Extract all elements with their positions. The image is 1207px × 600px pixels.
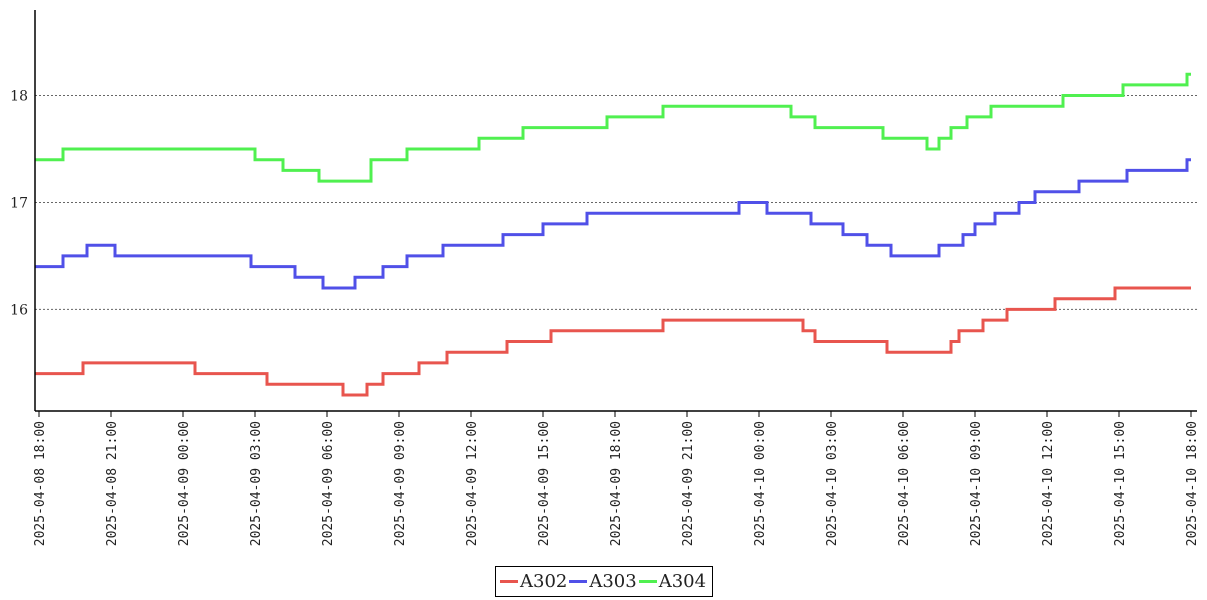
- series-line-a304: [35, 72, 1191, 183]
- x-tick-label-16: 2025-04-10 18:00: [1185, 421, 1200, 546]
- grid-lines: [35, 95, 1197, 310]
- legend-swatch: [638, 580, 657, 583]
- x-tick-label-0: 2025-04-08 18:00: [33, 421, 48, 546]
- x-tick-label-12: 2025-04-10 06:00: [897, 421, 912, 546]
- legend-label: A303: [589, 571, 637, 592]
- x-tick-label-7: 2025-04-09 15:00: [537, 421, 552, 546]
- axes: [34, 10, 1197, 412]
- legend-swatch: [569, 580, 588, 583]
- series-line-a302: [35, 286, 1191, 397]
- x-tick-label-8: 2025-04-09 18:00: [609, 421, 624, 546]
- y-tick-label-0: 16: [10, 302, 28, 318]
- legend-swatch: [500, 580, 518, 583]
- legend-label: A302: [520, 571, 568, 592]
- y-tick-label-2: 18: [10, 89, 28, 105]
- x-tick-label-10: 2025-04-10 00:00: [753, 421, 768, 546]
- x-tick-label-9: 2025-04-09 21:00: [681, 421, 696, 546]
- y-tick-label-1: 17: [10, 195, 28, 211]
- legend-item-a304: A304: [638, 571, 708, 592]
- series-line-a303: [35, 158, 1191, 290]
- x-axis-ticks: 2025-04-08 18:00 2025-04-08 21:00 2025-04-…: [33, 411, 1200, 546]
- x-tick-label-6: 2025-04-09 12:00: [465, 421, 480, 546]
- series-lines: [35, 72, 1191, 397]
- x-tick-label-11: 2025-04-10 03:00: [825, 421, 840, 546]
- y-axis-ticks: 16 17 18: [10, 89, 28, 319]
- legend-item-a303: A303: [569, 571, 638, 592]
- x-tick-label-13: 2025-04-10 09:00: [969, 421, 984, 546]
- x-tick-label-2: 2025-04-09 00:00: [177, 421, 192, 546]
- x-tick-label-14: 2025-04-10 12:00: [1041, 421, 1056, 546]
- x-tick-label-15: 2025-04-10 15:00: [1113, 421, 1128, 546]
- legend-item-a302: A302: [500, 571, 569, 592]
- x-tick-label-5: 2025-04-09 09:00: [393, 421, 408, 546]
- x-tick-label-4: 2025-04-09 06:00: [321, 421, 336, 546]
- legend: A302 A303 A304: [495, 566, 714, 597]
- legend-label: A304: [658, 571, 707, 592]
- x-tick-label-1: 2025-04-08 21:00: [105, 421, 120, 546]
- x-tick-label-3: 2025-04-09 03:00: [249, 421, 264, 546]
